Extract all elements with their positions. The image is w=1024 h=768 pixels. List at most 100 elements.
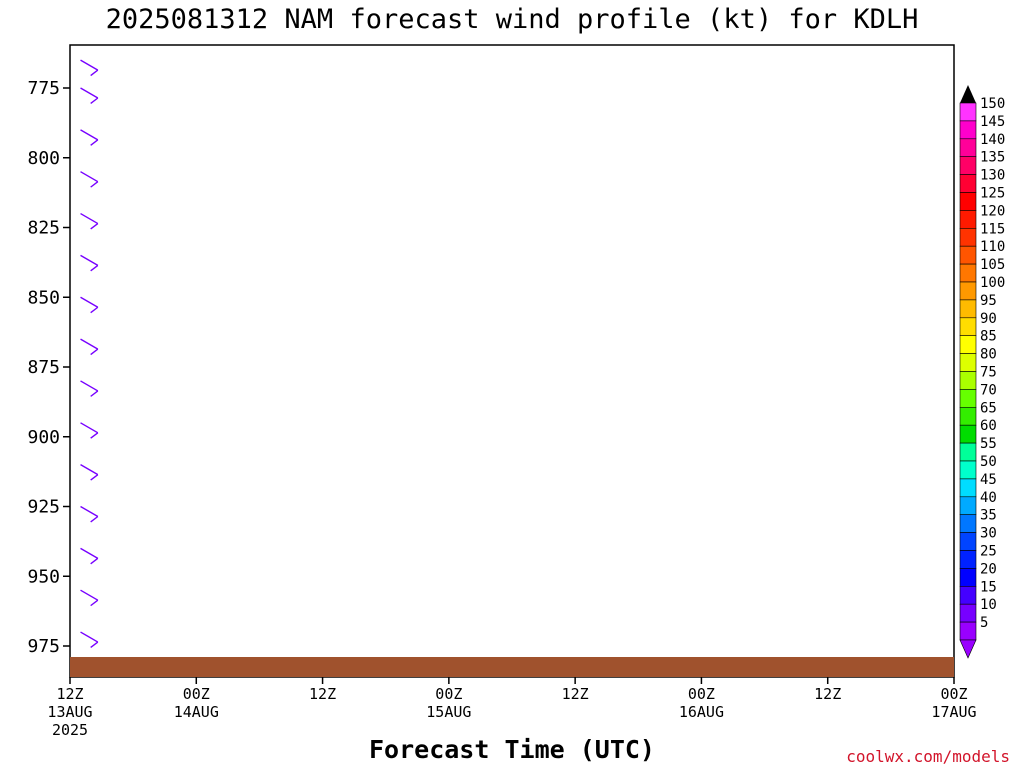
colorbar-label: 30 (980, 526, 997, 542)
colorbar-label: 15 (980, 579, 997, 595)
y-tick-label: 775 (27, 78, 60, 99)
colorbar-label: 150 (980, 96, 1005, 112)
y-tick-label: 850 (27, 287, 60, 308)
colorbar-swatch (959, 532, 977, 551)
wind-barb (80, 129, 99, 146)
x-tick-hour: 12Z (814, 685, 841, 703)
x-axis-title: Forecast Time (UTC) (369, 735, 655, 764)
wind-barbs (80, 59, 99, 649)
colorbar-swatch (959, 102, 977, 122)
colorbar-label: 135 (980, 150, 1005, 166)
x-tick-hour: 12Z (309, 685, 336, 703)
y-tick-label: 925 (27, 497, 60, 518)
colorbar: 1501451401351301251201151101051009590858… (959, 85, 1005, 659)
colorbar-label: 65 (980, 400, 997, 416)
colorbar-label: 80 (980, 347, 997, 363)
colorbar-swatch (959, 424, 977, 444)
x-tick-date: 13AUG (47, 703, 92, 721)
y-tick-label: 900 (27, 427, 60, 448)
colorbar-label: 110 (980, 239, 1005, 255)
x-tick-year: 2025 (52, 721, 88, 739)
colorbar-label: 105 (980, 257, 1005, 273)
colorbar-swatch (959, 120, 977, 140)
colorbar-swatch (959, 442, 977, 462)
colorbar-label: 60 (980, 418, 997, 434)
colorbar-swatch (959, 460, 977, 480)
colorbar-label: 85 (980, 329, 997, 345)
colorbar-label: 125 (980, 186, 1005, 202)
colorbar-label: 120 (980, 203, 1005, 219)
wind-barb (80, 380, 99, 397)
colorbar-swatch (959, 263, 977, 283)
colorbar-label: 40 (980, 490, 997, 506)
colorbar-swatch (959, 603, 977, 623)
colorbar-label: 115 (980, 221, 1005, 237)
wind-barb (80, 212, 99, 230)
colorbar-swatch (959, 514, 977, 533)
colorbar-swatch (959, 228, 977, 247)
terrain-band (70, 657, 954, 677)
colorbar-swatch (959, 245, 977, 265)
wind-barb (80, 464, 99, 481)
wind-barb (80, 59, 99, 77)
colorbar-label: 20 (980, 561, 997, 577)
y-tick-label: 875 (27, 357, 60, 378)
wind-barb (80, 631, 99, 649)
colorbar-label: 55 (980, 436, 997, 452)
x-tick-hour: 12Z (562, 685, 589, 703)
colorbar-swatch (959, 585, 977, 605)
colorbar-swatch (959, 317, 977, 336)
colorbar-label: 50 (980, 454, 997, 470)
colorbar-swatch (959, 281, 977, 301)
colorbar-label: 75 (980, 365, 997, 381)
colorbar-swatch (959, 389, 977, 408)
plot-frame (69, 44, 955, 678)
y-tick-label: 800 (27, 148, 60, 169)
colorbar-swatch (959, 371, 977, 390)
y-tick-label: 825 (27, 218, 60, 239)
terrain-fill (70, 657, 954, 677)
wind-barb (80, 87, 99, 104)
colorbar-label: 130 (980, 168, 1005, 184)
x-tick-hour: 00Z (435, 685, 462, 703)
colorbar-top-arrow (960, 85, 976, 103)
x-tick-hour: 00Z (688, 685, 715, 703)
chart-title: 2025081312 NAM forecast wind profile (kt… (106, 4, 919, 35)
colorbar-swatch (959, 335, 977, 354)
colorbar-swatch (959, 174, 977, 193)
colorbar-swatch (959, 138, 977, 158)
colorbar-label: 45 (980, 472, 997, 488)
colorbar-label: 145 (980, 114, 1005, 130)
colorbar-label: 100 (980, 275, 1005, 291)
colorbar-label: 70 (980, 382, 997, 398)
wind-barb (80, 296, 99, 314)
x-tick-hour: 00Z (940, 685, 967, 703)
x-tick-date: 16AUG (679, 703, 724, 721)
wind-barb (80, 254, 99, 272)
colorbar-swatch (959, 406, 977, 426)
wind-barb (80, 171, 99, 188)
colorbar-label: 90 (980, 311, 997, 327)
y-tick-label: 950 (27, 566, 60, 587)
credit-text: coolwx.com/models (846, 747, 1010, 766)
colorbar-label: 25 (980, 544, 997, 560)
wind-barb (80, 505, 99, 523)
x-tick-date: 17AUG (931, 703, 976, 721)
colorbar-bottom-arrow (959, 639, 977, 659)
x-tick-date: 15AUG (426, 703, 471, 721)
colorbar-swatch (959, 156, 977, 175)
colorbar-swatch (959, 192, 977, 211)
colorbar-label: 5 (980, 615, 988, 631)
y-tick-label: 975 (27, 636, 60, 657)
wind-barb (80, 422, 99, 439)
wind-barb (80, 338, 99, 356)
x-tick-hour: 12Z (56, 685, 83, 703)
colorbar-label: 10 (980, 597, 997, 613)
colorbar-swatch (959, 478, 977, 498)
colorbar-swatch (959, 621, 977, 641)
x-tick-hour: 00Z (183, 685, 210, 703)
colorbar-swatch (959, 210, 977, 229)
colorbar-label: 35 (980, 508, 997, 524)
